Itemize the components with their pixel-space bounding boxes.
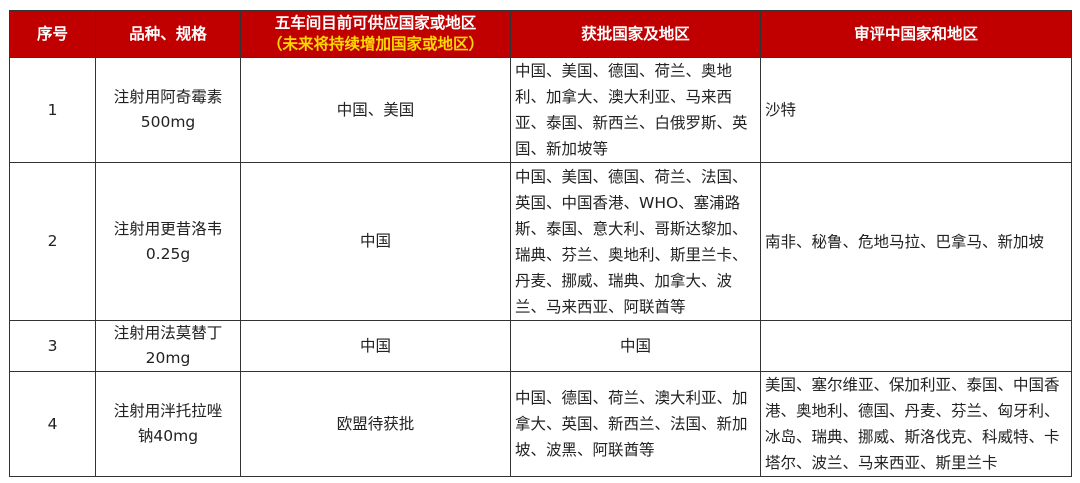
cell-no: 1 — [9, 57, 96, 163]
cell-no: 3 — [9, 320, 96, 372]
header-supply-note: （未来将持续增加国家或地区） — [266, 35, 484, 53]
drug-approval-table: 序号 品种、规格 五车间目前可供应国家或地区 （未来将持续增加国家或地区） 获批国… — [9, 10, 1072, 477]
cell-review: 沙特 — [760, 57, 1072, 163]
product-name: 注射用更昔洛韦 — [113, 219, 223, 238]
cell-no: 2 — [9, 162, 96, 321]
cell-review — [760, 320, 1072, 372]
header-approved: 获批国家及地区 — [510, 10, 761, 58]
product-name: 注射用泮托拉唑 — [113, 402, 223, 420]
product-spec: 500mg — [140, 113, 196, 131]
cell-supply: 中国 — [240, 162, 511, 321]
product-spec: 钠40mg — [137, 427, 199, 445]
table-row: 3 注射用法莫替丁 20mg 中国 中国 — [9, 320, 1072, 372]
cell-no: 4 — [9, 371, 96, 477]
cell-product: 注射用法莫替丁 20mg — [95, 320, 241, 372]
cell-review: 美国、塞尔维亚、保加利亚、泰国、中国香港、奥地利、德国、丹麦、芬兰、匈牙利、冰岛… — [760, 371, 1072, 477]
cell-product: 注射用泮托拉唑 钠40mg — [95, 371, 241, 477]
cell-approved: 中国、美国、德国、荷兰、奥地利、加拿大、澳大利亚、马来西亚、泰国、新西兰、白俄罗… — [510, 57, 761, 163]
cell-supply: 中国、美国 — [240, 57, 511, 163]
cell-product: 注射用更昔洛韦 0.25g — [95, 162, 241, 321]
header-review: 审评中国家和地区 — [760, 10, 1072, 58]
product-name: 注射用法莫替丁 — [113, 324, 223, 342]
product-spec: 20mg — [145, 349, 191, 367]
cell-supply: 中国 — [240, 320, 511, 372]
cell-approved: 中国、德国、荷兰、澳大利亚、加拿大、英国、新西兰、法国、新加坡、波黑、阿联酋等 — [510, 371, 761, 477]
table-row: 4 注射用泮托拉唑 钠40mg 欧盟待获批 中国、德国、荷兰、澳大利亚、加拿大、英… — [9, 371, 1072, 477]
product-spec: 0.25g — [145, 244, 191, 263]
cell-approved: 中国、美国、德国、荷兰、法国、英国、中国香港、WHO、塞浦路斯、泰国、意大利、哥… — [510, 162, 761, 321]
header-row: 序号 品种、规格 五车间目前可供应国家或地区 （未来将持续增加国家或地区） 获批国… — [9, 10, 1072, 58]
table-row: 2 注射用更昔洛韦 0.25g 中国 中国、美国、德国、荷兰、法国、英国、中国香港… — [9, 162, 1072, 321]
header-supply: 五车间目前可供应国家或地区 （未来将持续增加国家或地区） — [240, 10, 511, 58]
cell-review: 南非、秘鲁、危地马拉、巴拿马、新加坡 — [760, 162, 1072, 321]
header-product: 品种、规格 — [95, 10, 241, 58]
product-name: 注射用阿奇霉素 — [113, 88, 223, 106]
header-supply-main: 五车间目前可供应国家或地区 — [274, 14, 477, 32]
table-row: 1 注射用阿奇霉素 500mg 中国、美国 中国、美国、德国、荷兰、奥地利、加拿大… — [9, 57, 1072, 163]
cell-product: 注射用阿奇霉素 500mg — [95, 57, 241, 163]
cell-approved: 中国 — [510, 320, 761, 372]
header-no: 序号 — [9, 10, 96, 58]
cell-supply: 欧盟待获批 — [240, 371, 511, 477]
